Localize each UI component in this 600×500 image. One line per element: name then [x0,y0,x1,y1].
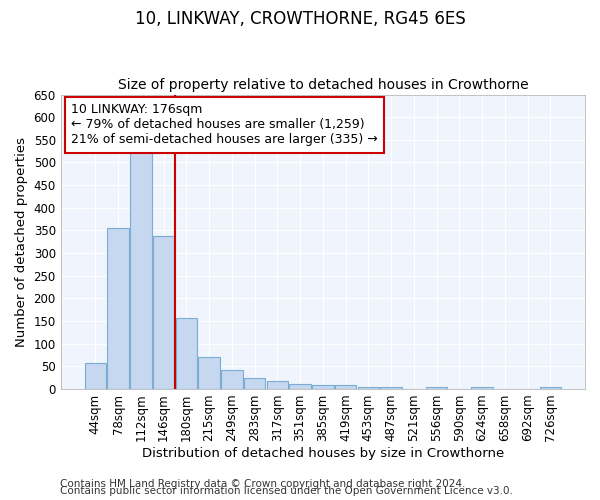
Bar [426,386,448,389]
Title: Size of property relative to detached houses in Crowthorne: Size of property relative to detached ho… [118,78,528,92]
Bar [358,386,379,389]
Bar [312,385,334,389]
Bar [130,144,152,389]
X-axis label: Distribution of detached houses by size in Crowthorne: Distribution of detached houses by size … [142,447,504,460]
Text: 10 LINKWAY: 176sqm
← 79% of detached houses are smaller (1,259)
21% of semi-deta: 10 LINKWAY: 176sqm ← 79% of detached hou… [71,104,378,146]
Bar [244,378,265,389]
Bar [198,358,220,389]
Bar [380,386,402,389]
Bar [176,318,197,389]
Bar [266,382,288,389]
Bar [335,385,356,389]
Bar [107,228,129,389]
Y-axis label: Number of detached properties: Number of detached properties [15,137,28,347]
Text: Contains HM Land Registry data © Crown copyright and database right 2024.: Contains HM Land Registry data © Crown c… [60,479,466,489]
Bar [471,386,493,389]
Bar [289,384,311,389]
Bar [539,386,561,389]
Text: Contains public sector information licensed under the Open Government Licence v3: Contains public sector information licen… [60,486,513,496]
Bar [221,370,242,389]
Bar [153,236,175,389]
Text: 10, LINKWAY, CROWTHORNE, RG45 6ES: 10, LINKWAY, CROWTHORNE, RG45 6ES [134,10,466,28]
Bar [85,362,106,389]
